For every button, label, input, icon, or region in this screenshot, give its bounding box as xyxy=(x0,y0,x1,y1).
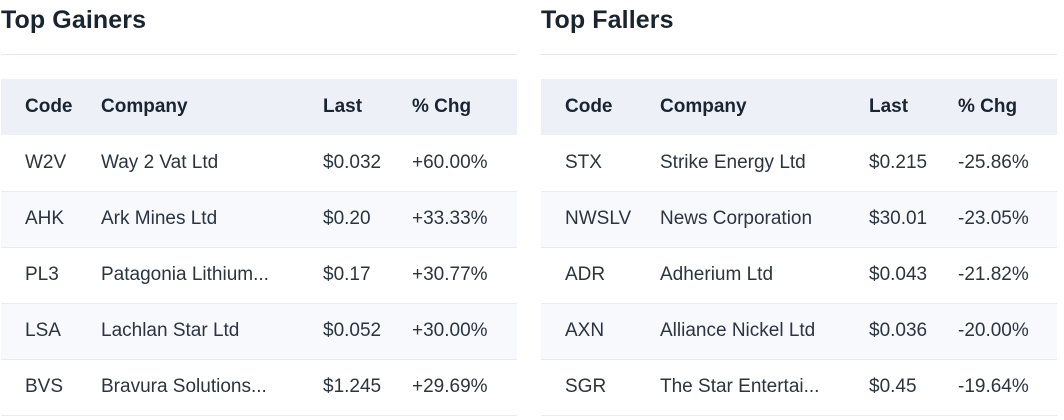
top-fallers-panel: Top Fallers Code Company Last % Chg STX … xyxy=(541,0,1057,416)
cell-chg: +33.33% xyxy=(412,208,488,229)
top-gainers-title: Top Gainers xyxy=(1,6,147,34)
table-row[interactable]: AXN Alliance Nickel Ltd $0.036 -20.00% xyxy=(541,303,1057,359)
cell-code[interactable]: NWSLV xyxy=(565,208,632,229)
cell-chg: +30.77% xyxy=(412,264,488,285)
top-gainers-table: Code Company Last % Chg W2V Way 2 Vat Lt… xyxy=(1,79,517,416)
cell-last: $0.20 xyxy=(323,208,371,229)
table-row[interactable]: ADR Adherium Ltd $0.043 -21.82% xyxy=(541,247,1057,303)
cell-last: $0.052 xyxy=(323,320,382,341)
top-gainers-panel: Top Gainers Code Company Last % Chg W2V … xyxy=(1,0,517,416)
cell-last: $0.17 xyxy=(323,264,371,285)
table-row[interactable]: PL3 Patagonia Lithium... $0.17 +30.77% xyxy=(1,247,517,303)
cell-company: Alliance Nickel Ltd xyxy=(660,320,816,341)
cell-code[interactable]: W2V xyxy=(25,151,67,173)
header-company: Company xyxy=(660,96,747,117)
header-company: Company xyxy=(101,96,188,117)
header-code: Code xyxy=(565,96,613,117)
table-row[interactable]: BVS Bravura Solutions... $1.245 +29.69% xyxy=(1,359,517,415)
cell-company: News Corporation xyxy=(660,208,813,229)
cell-code[interactable]: STX xyxy=(565,151,602,173)
cell-code[interactable]: SGR xyxy=(565,376,607,397)
cell-chg: -25.86% xyxy=(958,151,1029,173)
table-row[interactable]: NWSLV News Corporation $30.01 -23.05% xyxy=(541,191,1057,247)
table-row[interactable]: STX Strike Energy Ltd $0.215 -25.86% xyxy=(541,135,1057,191)
table-row[interactable]: SGR The Star Entertai... $0.45 -19.64% xyxy=(541,359,1057,415)
top-fallers-table: Code Company Last % Chg STX Strike Energ… xyxy=(541,79,1057,416)
cell-chg: +29.69% xyxy=(412,376,488,397)
cell-last: $0.032 xyxy=(323,151,382,173)
cell-company: Patagonia Lithium... xyxy=(101,264,269,285)
cell-code[interactable]: AXN xyxy=(565,320,605,341)
cell-code[interactable]: PL3 xyxy=(25,264,59,285)
cell-code[interactable]: BVS xyxy=(25,376,64,397)
cell-last: $30.01 xyxy=(869,208,928,229)
header-chg: % Chg xyxy=(412,96,472,117)
cell-code[interactable]: ADR xyxy=(565,264,606,285)
table-row[interactable]: AHK Ark Mines Ltd $0.20 +33.33% xyxy=(1,191,517,247)
cell-last: $0.215 xyxy=(869,151,928,173)
title-divider xyxy=(1,54,517,55)
title-divider xyxy=(541,54,1057,55)
cell-company: Strike Energy Ltd xyxy=(660,151,806,173)
table-row[interactable]: W2V Way 2 Vat Ltd $0.032 +60.00% xyxy=(1,135,517,191)
cell-chg: -23.05% xyxy=(958,208,1029,229)
cell-last: $0.043 xyxy=(869,264,928,285)
table-header-row: Code Company Last % Chg xyxy=(1,79,517,135)
cell-company: Lachlan Star Ltd xyxy=(101,320,240,341)
cell-code[interactable]: AHK xyxy=(25,208,65,229)
cell-chg: -20.00% xyxy=(958,320,1029,341)
cell-company: Adherium Ltd xyxy=(660,264,774,285)
cell-code[interactable]: LSA xyxy=(25,320,61,341)
cell-chg: +60.00% xyxy=(412,151,488,173)
header-last: Last xyxy=(323,96,363,117)
cell-last: $0.45 xyxy=(869,376,917,397)
cell-chg: -21.82% xyxy=(958,264,1029,285)
cell-company: Way 2 Vat Ltd xyxy=(101,151,219,173)
cell-last: $0.036 xyxy=(869,320,928,341)
cell-chg: +30.00% xyxy=(412,320,488,341)
header-chg: % Chg xyxy=(958,96,1018,117)
table-header-row: Code Company Last % Chg xyxy=(541,79,1057,135)
table-row[interactable]: LSA Lachlan Star Ltd $0.052 +30.00% xyxy=(1,303,517,359)
cell-company: The Star Entertai... xyxy=(660,376,820,397)
header-last: Last xyxy=(869,96,909,117)
cell-chg: -19.64% xyxy=(958,376,1029,397)
cell-last: $1.245 xyxy=(323,376,382,397)
top-fallers-title: Top Fallers xyxy=(541,6,674,34)
cell-company: Ark Mines Ltd xyxy=(101,208,218,229)
cell-company: Bravura Solutions... xyxy=(101,376,267,397)
header-code: Code xyxy=(25,96,73,117)
